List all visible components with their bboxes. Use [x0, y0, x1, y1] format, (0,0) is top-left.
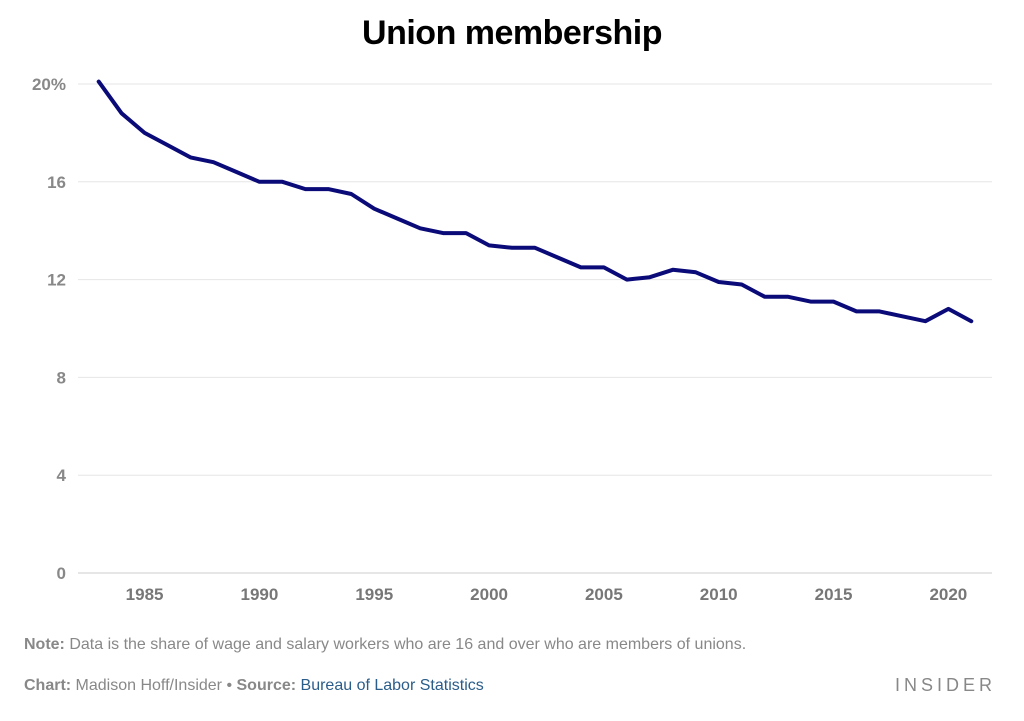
gridlines [78, 83, 992, 574]
chart-credit-label: Chart: [24, 677, 72, 694]
chart-credit: Chart: Madison Hoff/Insider • Source: Bu… [24, 677, 484, 695]
x-tick-label: 1990 [241, 585, 279, 604]
source-link[interactable]: Bureau of Labor Statistics [300, 677, 484, 694]
y-tick-label: 20% [32, 75, 66, 94]
chart-credit-text: Madison Hoff/Insider [71, 677, 227, 694]
bullet-separator: • [226, 677, 233, 694]
y-tick-label: 12 [47, 271, 66, 290]
x-tick-label: 2010 [700, 585, 738, 604]
y-tick-label: 16 [47, 173, 66, 192]
y-axis-ticks: 20% 16 12 8 4 0 [32, 75, 67, 583]
note-text: Data is the share of wage and salary wor… [64, 636, 747, 653]
note-label: Note: [24, 636, 65, 653]
x-tick-label: 2020 [929, 585, 967, 604]
series-line [96, 79, 974, 324]
x-tick-label: 2005 [585, 585, 623, 604]
chart-note: Note: Data is the share of wage and sala… [24, 636, 746, 654]
x-tick-label: 1995 [355, 585, 393, 604]
x-tick-label: 1985 [126, 585, 164, 604]
y-tick-label: 0 [57, 564, 66, 583]
chart-title: Union membership [362, 14, 662, 52]
x-tick-label: 2015 [815, 585, 853, 604]
y-tick-label: 8 [57, 368, 66, 387]
y-tick-label: 4 [57, 466, 67, 485]
insider-logo: INSIDER [894, 675, 996, 695]
source-label: Source: [232, 677, 297, 694]
x-tick-label: 2000 [470, 585, 508, 604]
x-axis-ticks: 1985 1990 1995 2000 2005 2010 2015 2020 [126, 585, 968, 604]
